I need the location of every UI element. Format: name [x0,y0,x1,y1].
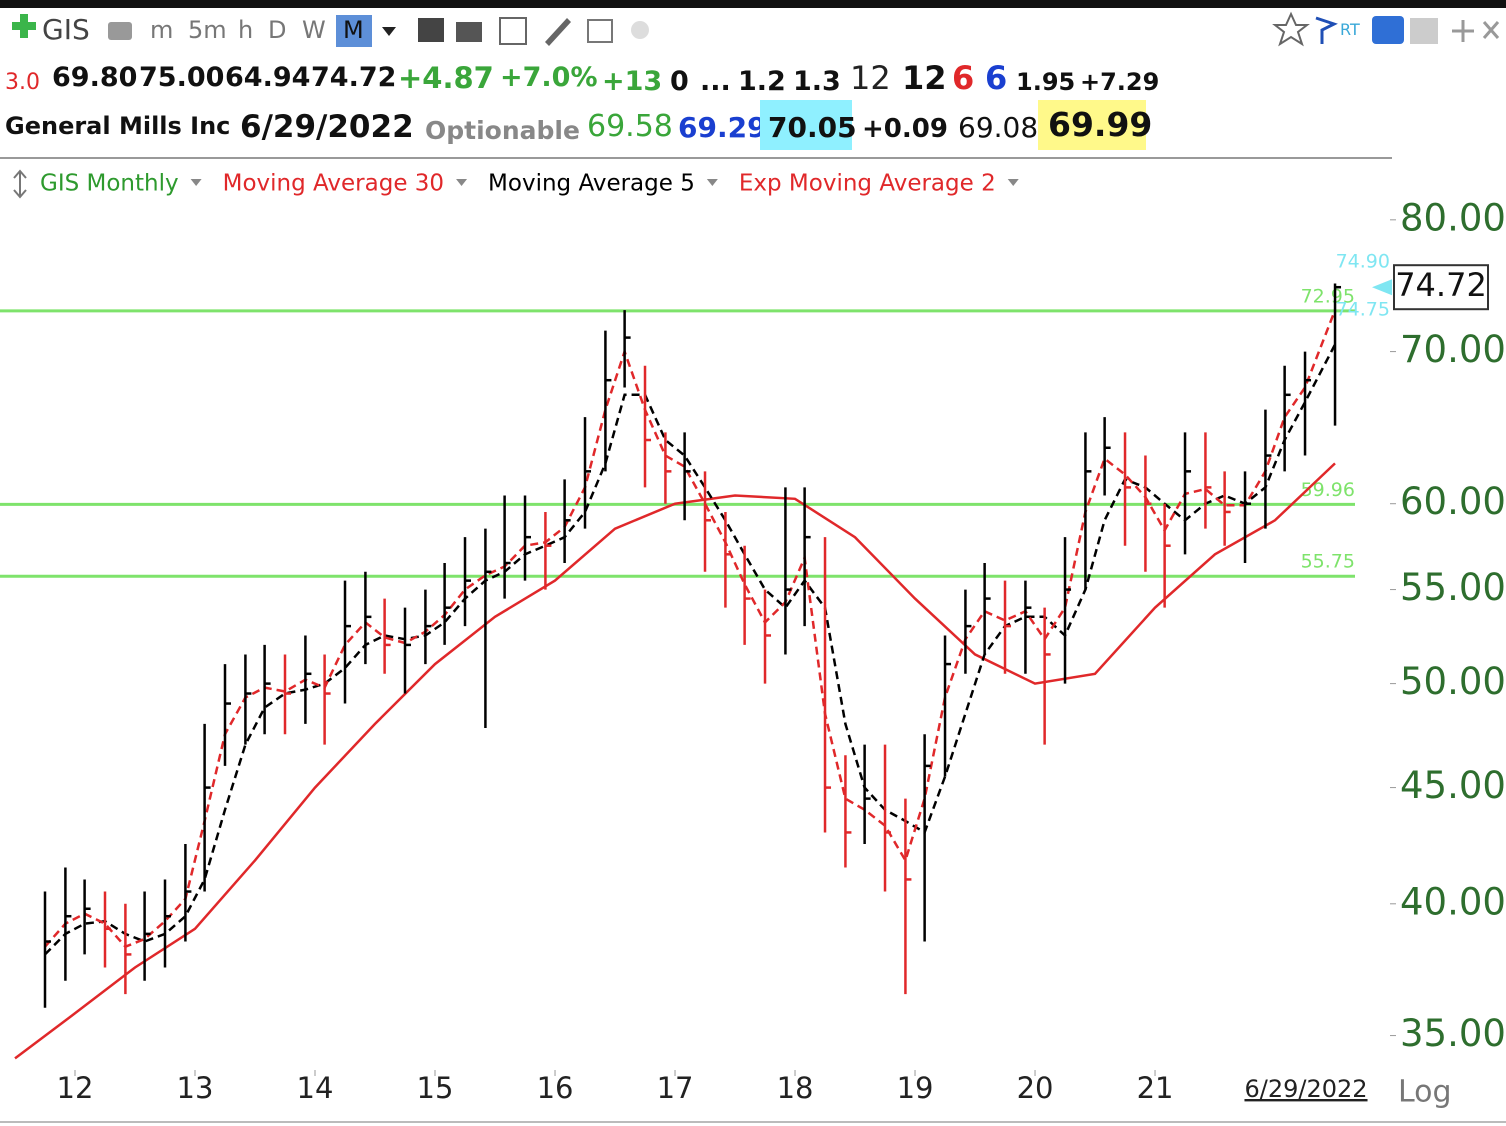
y-tick-label: 35.00 [1400,1012,1506,1055]
legend-entry[interactable]: GIS Monthly [40,171,179,197]
quote: 69.80 [52,62,138,93]
legend-dropdown [456,179,468,186]
icon[interactable] [631,21,649,39]
quote: 6 [985,59,1008,97]
x-tick-label: 16 [537,1071,574,1105]
toolbar-icons [12,11,1500,47]
quote: 1.3 [793,66,841,97]
icon[interactable] [545,18,571,46]
legend-handle[interactable] [13,169,27,199]
period[interactable]: W [302,16,326,44]
legend-entry[interactable]: Exp Moving Average 2 [739,171,996,197]
quote: +13 [602,66,663,97]
quote: ... [700,66,731,97]
icon[interactable] [456,22,482,42]
y-tick-label: 60.00 [1400,480,1506,523]
x-end-label: 6/29/2022 [1244,1075,1367,1103]
y-tick-label: 70.00 [1400,328,1506,371]
annotation: 74.90 [1336,251,1390,273]
save-icon[interactable] [1410,18,1438,44]
x-tick-label: 17 [657,1071,694,1105]
last: 69.99 [1038,100,1152,150]
s-icon[interactable] [1372,16,1404,44]
quote: 69.58 [587,109,673,144]
y-tick-label: 55.00 [1400,566,1506,609]
active-period[interactable] [336,15,372,47]
rt: RT [1340,20,1360,39]
x-tick-label: 21 [1137,1071,1174,1105]
quote: 12 [902,59,947,97]
move-icon[interactable] [1452,20,1474,42]
legend-entry[interactable]: Moving Average 30 [223,171,444,197]
company-name: General Mills Inc [5,112,231,140]
icon[interactable] [499,17,527,45]
legend-dropdown [706,179,718,186]
x-tick-label: 14 [297,1071,334,1105]
quote: 69.08 [958,111,1039,144]
price-pointer [1372,279,1392,296]
level-label: 72.95 [1301,285,1355,307]
legend-entry[interactable]: Moving Average 5 [488,171,695,197]
quote: 75.00 [139,62,225,93]
quote: +7.0% [500,62,598,93]
y-tick-label: 40.00 [1400,880,1506,923]
optionable: Optionable [425,116,580,145]
symbol: GIS [42,13,90,46]
quote: 3.0 [5,70,40,95]
y-tick-label: 50.00 [1400,660,1506,703]
series-line [44,309,1337,949]
icon[interactable] [418,18,444,42]
bid: 69.29 [678,111,767,144]
icon[interactable] [108,22,132,40]
y-tick-label: 80.00 [1400,196,1506,239]
ask: 70.05 [760,100,857,150]
period[interactable]: D [268,16,287,44]
quote: 0 [670,66,689,97]
price-box-label: 74.72 [1395,266,1487,304]
x-tick-label: 13 [177,1071,214,1105]
date: 6/29/2022 [240,109,414,145]
series-line [14,462,1336,1060]
quote: +7.29 [1080,68,1160,96]
scale-label: Log [1398,1075,1452,1110]
quote: +0.09 [862,114,948,144]
legend-dropdown [190,179,202,186]
flag[interactable] [1315,16,1338,44]
close-icon[interactable] [1482,21,1500,39]
level-label: 55.75 [1301,551,1355,573]
period[interactable]: m [150,16,174,44]
top-bar [0,0,1506,8]
x-tick-label: 12 [57,1071,94,1105]
quote: 64.94 [225,62,311,93]
y-tick-label: 45.00 [1400,764,1506,807]
star[interactable] [1272,11,1310,47]
quote: 1.2 [738,66,786,97]
quote: +4.87 [398,61,494,95]
legend-dropdown [1007,179,1019,186]
quote: 12 [850,59,891,97]
icon[interactable] [587,19,613,43]
quote: 1.95 [1016,68,1076,96]
annotation: 74.75 [1336,299,1390,321]
period[interactable]: 5m [188,16,227,44]
x-tick-label: 15 [417,1071,454,1105]
dropdown[interactable] [382,27,396,36]
period[interactable]: h [238,16,254,44]
x-tick-label: 19 [897,1071,934,1105]
period[interactable]: M [343,16,364,44]
add-icon[interactable] [12,14,36,38]
x-tick-label: 20 [1017,1071,1054,1105]
series-line [44,344,1337,956]
x-tick-label: 18 [777,1071,814,1105]
quote: 6 [952,59,975,97]
quote: 74.72 [311,62,397,93]
price-box [1393,264,1489,311]
